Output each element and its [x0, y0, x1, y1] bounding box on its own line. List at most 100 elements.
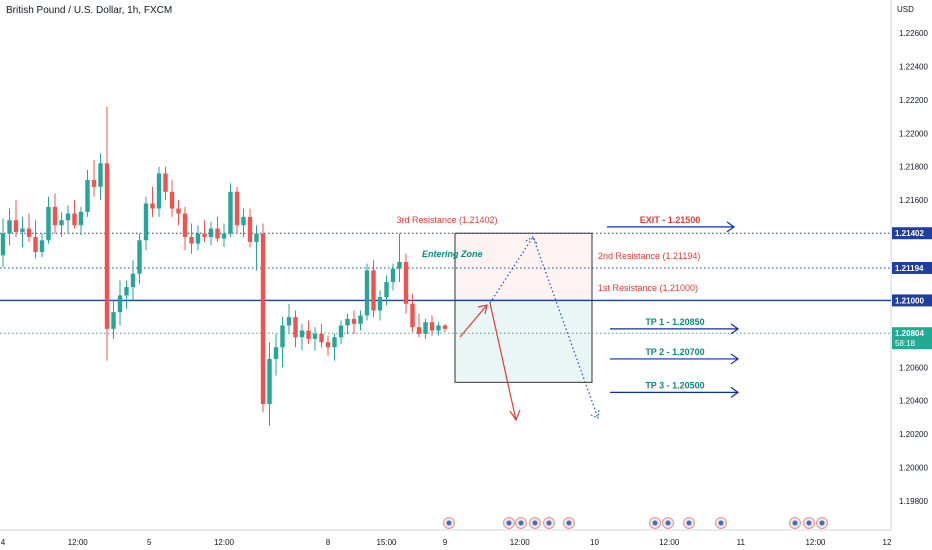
candle-body	[319, 333, 324, 343]
candle-body	[156, 173, 162, 209]
time-tick-label: 8	[326, 538, 331, 547]
price-tag-label: 1.21000	[895, 296, 924, 305]
candle-body	[241, 216, 246, 226]
price-tick-label: 1.20600	[899, 363, 928, 372]
event-flag-dot	[652, 520, 658, 526]
event-flag-dot	[665, 520, 671, 526]
price-tick-label: 1.21800	[899, 163, 928, 172]
candle-body	[91, 180, 97, 187]
candle-body	[273, 347, 279, 359]
candle-body	[20, 228, 25, 232]
chart-title: British Pound / U.S. Dollar, 1h, FXCM	[6, 5, 173, 16]
entering-zone-label: Entering Zone	[422, 249, 483, 259]
candle-body	[33, 236, 38, 252]
candle-body	[143, 203, 149, 241]
candle-body	[306, 330, 311, 339]
red-up-arrow-line	[459, 304, 488, 338]
candle-body	[299, 330, 305, 338]
candle-body	[39, 240, 45, 252]
candle-body	[104, 163, 110, 329]
time-tick-label: 10	[590, 538, 599, 547]
time-tick-label: 12:00	[659, 538, 680, 547]
candle-body	[254, 233, 259, 242]
tp2-arrow-head	[730, 353, 740, 365]
event-flag-dot	[518, 520, 524, 526]
candle-body	[52, 206, 58, 226]
candle-body	[416, 327, 422, 334]
red-down-arrow-head	[509, 409, 521, 422]
countdown-label: 58:18	[895, 339, 916, 348]
price-tag-label: 1.21194	[895, 264, 924, 273]
entering-zone-box	[454, 232, 593, 301]
price-tick-label: 1.22000	[899, 129, 928, 138]
candle-body	[124, 287, 129, 296]
candle-body	[280, 325, 285, 348]
event-flag-dot	[819, 520, 825, 526]
candle-body	[403, 261, 409, 304]
candle-body	[260, 233, 266, 405]
candle-body	[189, 236, 194, 244]
candle-body	[137, 240, 142, 274]
price-tick-label: 1.19800	[899, 497, 928, 506]
candle-body	[215, 228, 220, 239]
candle-body	[46, 206, 51, 241]
candle-body	[358, 315, 363, 324]
time-tick-label: 9	[443, 538, 448, 547]
candle-body	[65, 213, 71, 221]
candle-body	[130, 273, 136, 288]
price-tag-label: 1.21402	[895, 229, 924, 238]
currency-label: USD	[897, 5, 914, 14]
exit-arrow-head	[726, 221, 736, 233]
price-tag	[892, 262, 932, 275]
candle-body	[176, 208, 181, 214]
resistance-1-label: 1st Resistance (1.21000)	[598, 283, 698, 293]
resistance-3-label: 3rd Resistance (1.21402)	[396, 215, 497, 225]
candle-body	[202, 233, 207, 237]
tp2-label: TP 2 - 1.20700	[645, 347, 704, 357]
candle-body	[150, 203, 155, 209]
time-tick-label: 12:00	[214, 538, 235, 547]
price-tick-label: 1.20400	[899, 397, 928, 406]
event-flag-dot	[532, 520, 538, 526]
candle-body	[228, 191, 233, 234]
time-tick-label: 12:00	[805, 538, 826, 547]
time-tick-label: 12	[883, 538, 892, 547]
candle-body	[423, 322, 428, 334]
candle-body	[221, 233, 227, 239]
red-down-arrow-line	[489, 302, 517, 421]
target-zone-box	[454, 299, 593, 383]
candle-body	[247, 216, 253, 242]
event-flag-dot	[806, 520, 812, 526]
candle-body	[377, 297, 383, 311]
candle-body	[351, 318, 357, 324]
tp3-arrow-head	[730, 386, 740, 398]
price-tick-label: 1.20000	[899, 464, 928, 473]
candle-body	[442, 325, 448, 329]
projection-head-bottom	[590, 409, 600, 419]
event-flag-dot	[686, 520, 692, 526]
tp1-label: TP 1 - 1.20850	[645, 317, 704, 327]
time-tick-label: 12:00	[68, 538, 89, 547]
tp3-label: TP 3 - 1.20500	[645, 380, 704, 390]
candle-body	[169, 191, 175, 209]
price-tag	[892, 227, 932, 240]
candle-body	[208, 228, 214, 237]
event-flag-dot	[718, 520, 724, 526]
price-tick-label: 1.22200	[899, 96, 928, 105]
candle-body	[345, 318, 350, 326]
price-tag-label: 1.20804	[895, 329, 924, 338]
candle-body	[390, 268, 396, 283]
tp1-arrow-head	[730, 323, 740, 335]
candle-body	[85, 180, 90, 212]
red-up-arrow-head	[477, 304, 488, 315]
candle-body	[26, 228, 32, 237]
projection-head-top	[525, 236, 538, 245]
price-tick-label: 1.22400	[899, 62, 928, 71]
price-tick-label: 1.22600	[899, 29, 928, 38]
candle-body	[59, 220, 64, 226]
time-tick-label: 11	[737, 538, 746, 547]
exit-label: EXIT - 1.21500	[640, 215, 701, 225]
candle-body	[98, 163, 103, 187]
